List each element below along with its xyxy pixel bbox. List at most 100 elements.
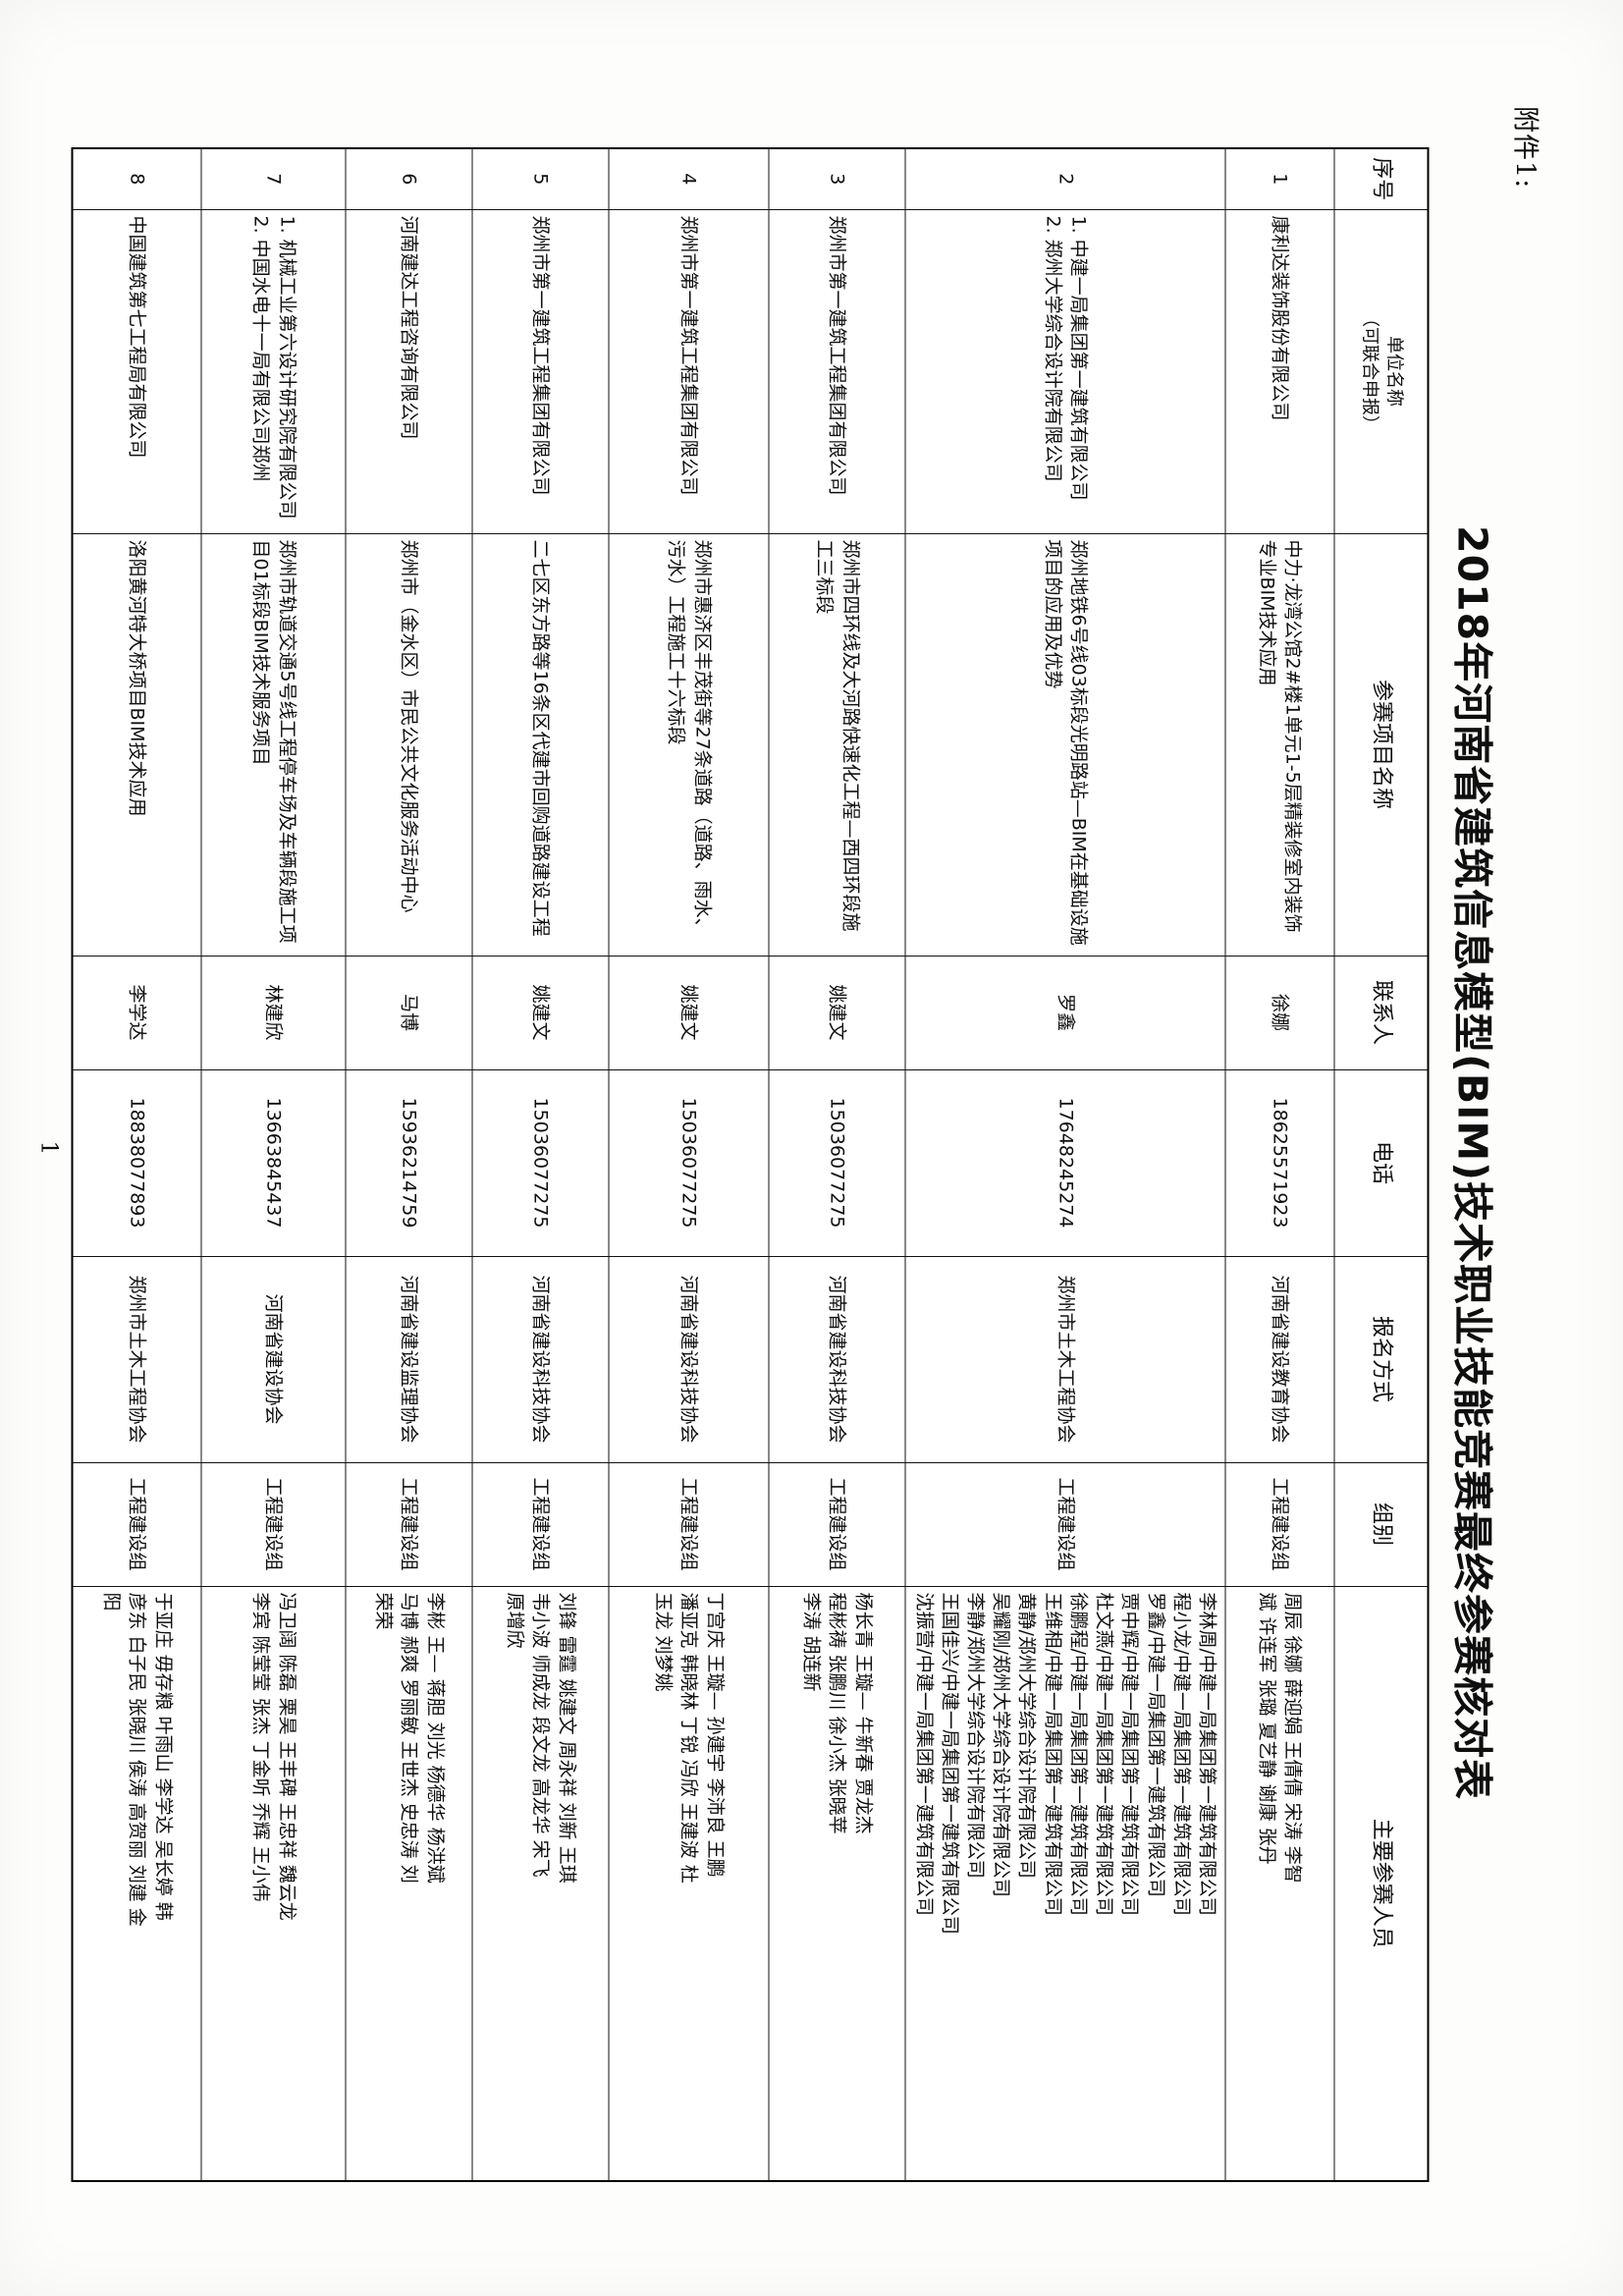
cell-index: 6 (345, 148, 472, 209)
text-line: 杨长青 王璇— 牛新春 贾龙杰 (851, 1592, 874, 1834)
cell-people: 丁宫庆 王璇— 孙建宇 李沛良 王鹏 潘亚克 韩晓林 丁锐 冯欣 王建波 杜玉龙 … (608, 1586, 769, 2181)
text-line: 原增欣 (504, 1592, 526, 1649)
cell-index: 4 (608, 148, 769, 209)
table-header-row: 序号 单位名称 （可联合申报） 参赛项目名称 联系人 电话 报名方式 组别 主要… (1333, 148, 1428, 2181)
cell-index: 5 (471, 148, 609, 209)
table-body: 1 康利达装饰股份有限公司 中力·龙湾公馆2#楼1单元1-5层精装修室内装饰专业BI… (72, 148, 1334, 2181)
cell-registration: 河南省建设协会 (200, 1256, 346, 1462)
header-people: 主要参赛人员 (1333, 1586, 1428, 2181)
cell-unit-name: 郑州市第一建筑工程集团有限公司 (608, 209, 769, 533)
cell-telephone: 18838077893 (72, 1069, 201, 1256)
header-project: 参赛项目名称 (1333, 533, 1428, 956)
header-unit: 单位名称 （可联合申报） (1333, 209, 1428, 533)
text-line: 彦东 白子民 张晓川 侯涛 高贺丽 刘建 金 (126, 1592, 148, 1927)
text-line: 李林周/中建一局集团第一建筑有限公司 (1196, 1592, 1217, 1916)
cell-group: 工程建设组 (1224, 1462, 1334, 1586)
text-line: 杜文燕/中建一局集团第一建筑有限公司 (1093, 1592, 1115, 1916)
cell-people: 李彬 王— 蒋胆 刘光 杨德华 杨洪斌 马博 郝爽 罗丽敏 王世杰 史忠涛 刘荣荣 (345, 1586, 472, 2181)
cell-people: 刘锋 雷霆 姚建文 周永祥 刘新 王琪 韦小波 师成龙 段文龙 高龙华 宋飞 原增欣 (471, 1586, 609, 2181)
table-row: 4 郑州市第一建筑工程集团有限公司 郑州市惠济区丰茂街等27条道路（道路、雨水、污水… (608, 148, 769, 2181)
participants-table: 序号 单位名称 （可联合申报） 参赛项目名称 联系人 电话 报名方式 组别 主要… (71, 147, 1429, 2182)
cell-people: 冯卫阔 陈磊 栗昊 王丰碑 王忠祥 魏云龙 李宾 陈莹莹 张杰 丁金听 乔辉 王小… (200, 1586, 346, 2181)
text-line: 李涛 胡连新 (800, 1592, 823, 1692)
cell-contact: 姚建文 (471, 956, 609, 1069)
cell-group: 工程建设组 (345, 1462, 472, 1586)
text-line: 2. 中国水电十一局有限公司郑州 (249, 215, 272, 482)
text-line: 阳 (100, 1592, 123, 1612)
cell-project-name: 郑州市（金水区）市民公共文化服务活动中心 (345, 533, 472, 956)
cell-registration: 郑州市土木工程协会 (72, 1256, 201, 1462)
cell-unit-name: 郑州市第一建筑工程集团有限公司 (471, 209, 609, 533)
cell-people: 周辰 徐娜 薛迎娟 王倩倩 宋涛 李智斌 许连军 张璐 夏艺静 谢康 张丹 (1224, 1586, 1334, 2181)
text-line: 韦小波 师成龙 段文龙 高龙华 宋飞 (529, 1592, 552, 1878)
cell-unit-name: 1. 中建一局集团第一建筑有限公司 2. 郑州大学综合设计院有限公司 (904, 209, 1225, 533)
cell-index: 2 (904, 148, 1225, 209)
text-line: 李宾 陈莹莹 张杰 丁金听 乔辉 王小伟 (249, 1592, 272, 1902)
cell-people: 杨长青 王璇— 牛新春 贾龙杰 程彬祷 张鹏川 徐小杰 张晓苹 李涛 胡连新 (768, 1586, 905, 2181)
cell-telephone: 15036077275 (471, 1069, 609, 1256)
cell-index: 1 (1224, 148, 1334, 209)
text-line: 王国佳兴/中建一局集团第一建筑有限公司 (938, 1592, 960, 1935)
cell-registration: 河南省建设教育协会 (1224, 1256, 1334, 1462)
cell-index: 3 (768, 148, 905, 209)
cell-unit-name: 康利达装饰股份有限公司 (1224, 209, 1334, 533)
cell-group: 工程建设组 (471, 1462, 609, 1586)
text-line: 李彬 王— 蒋胆 刘光 杨德华 杨洪斌 (423, 1592, 446, 1884)
text-line: 玉龙 刘梦姚 (652, 1592, 675, 1692)
text-line: 于亚庄 毋存粮 叶雨山 李学达 吴长婷 韩 (151, 1592, 174, 1921)
cell-group: 工程建设组 (904, 1462, 1225, 1586)
cell-people: 于亚庄 毋存粮 叶雨山 李学达 吴长婷 韩彦东 白子民 张晓川 侯涛 高贺丽 刘… (72, 1586, 201, 2181)
header-contact: 联系人 (1333, 956, 1428, 1069)
cell-contact: 李学达 (72, 956, 201, 1069)
cell-index: 7 (200, 148, 346, 209)
cell-registration: 河南省建设监理协会 (345, 1256, 472, 1462)
cell-index: 8 (72, 148, 201, 209)
text-line: 李静/郑州大学综合设计院有限公司 (964, 1592, 987, 1879)
cell-contact: 徐娜 (1224, 956, 1334, 1069)
cell-registration: 河南省建设科技协会 (768, 1256, 905, 1462)
cell-unit-name: 郑州市第一建筑工程集团有限公司 (768, 209, 905, 533)
text-line: 马博 郝爽 罗丽敏 王世杰 史忠涛 刘 (398, 1592, 420, 1884)
table-row: 8 中国建筑第七工程局有限公司 洛阳黄河特大桥项目BIM技术应用 李学达 1883807… (72, 148, 201, 2181)
cell-telephone: 15036077275 (768, 1069, 905, 1256)
cell-group: 工程建设组 (72, 1462, 201, 1586)
text-line: 贾中辉/中建一局集团第一建筑有限公司 (1118, 1592, 1141, 1916)
text-line: 程彬祷 张鹏川 徐小杰 张晓苹 (826, 1592, 848, 1834)
header-index: 序号 (1333, 148, 1428, 209)
text-line: 潘亚克 韩晓林 丁锐 冯欣 王建波 杜 (677, 1592, 700, 1884)
text-line: 周辰 徐娜 薛迎娟 王倩倩 宋涛 李智 (1281, 1592, 1304, 1884)
text-line: 程小龙/中建一局集团第一建筑有限公司 (1169, 1592, 1192, 1916)
cell-project-name: 中力·龙湾公馆2#楼1单元1-5层精装修室内装饰专业BIM技术应用 (1224, 533, 1334, 956)
cell-contact: 姚建文 (768, 956, 905, 1069)
header-telephone: 电话 (1333, 1069, 1428, 1256)
text-line: 沈振营/中建一局集团第一建筑有限公司 (912, 1592, 935, 1916)
page-number: 1 (35, 1140, 61, 1156)
text-line: 王维相/中建一局集团第一建筑有限公司 (1041, 1592, 1063, 1916)
text-line: 1. 中建一局集团第一建筑有限公司 (1066, 215, 1089, 501)
cell-unit-name: 河南建达工程咨询有限公司 (345, 209, 472, 533)
header-unit-line2: （可联合申报） (1359, 309, 1380, 433)
table-row: 1 康利达装饰股份有限公司 中力·龙湾公馆2#楼1单元1-5层精装修室内装饰专业BI… (1224, 148, 1334, 2181)
cell-group: 工程建设组 (768, 1462, 905, 1586)
text-line: 刘锋 雷霆 姚建文 周永祥 刘新 王琪 (555, 1592, 577, 1884)
text-line: 1. 机械工业第六设计研究院有限公司 (275, 215, 298, 519)
text-line: 徐鹏程/中建一局集团第一建筑有限公司 (1066, 1592, 1089, 1916)
table-container: 序号 单位名称 （可联合申报） 参赛项目名称 联系人 电话 报名方式 组别 主要… (71, 147, 1429, 2182)
cell-registration: 河南省建设科技协会 (471, 1256, 609, 1462)
cell-project-name: 二七区东方路等16条区代建市回购道路建设工程 (471, 533, 609, 956)
cell-contact: 姚建文 (608, 956, 769, 1069)
text-line: 罗鑫/中建一局集团第一建筑有限公司 (1144, 1592, 1166, 1897)
text-line: 丁宫庆 王璇— 孙建宇 李沛良 王鹏 (703, 1592, 726, 1878)
text-line: 2. 郑州大学综合设计院有限公司 (1041, 215, 1063, 482)
cell-contact: 罗鑫 (904, 956, 1225, 1069)
cell-project-name: 郑州市惠济区丰茂街等27条道路（道路、雨水、污水）工程施工十六标段 (608, 533, 769, 956)
header-unit-line1: 单位名称 (1382, 336, 1404, 407)
table-row: 6 河南建达工程咨询有限公司 郑州市（金水区）市民公共文化服务活动中心 马博 15936… (345, 148, 472, 2181)
text-line: 黄静/郑州大学综合设计院有限公司 (1015, 1592, 1038, 1879)
cell-people: 李林周/中建一局集团第一建筑有限公司 程小龙/中建一局集团第一建筑有限公司 罗鑫/中… (904, 1586, 1225, 2181)
table-row: 2 1. 中建一局集团第一建筑有限公司 2. 郑州大学综合设计院有限公司 郑州地铁6号… (904, 148, 1225, 2181)
table-row: 3 郑州市第一建筑工程集团有限公司 郑州市四环线及大河路快速化工程—西四环段施工三标… (768, 148, 905, 2181)
header-group: 组别 (1333, 1462, 1428, 1586)
